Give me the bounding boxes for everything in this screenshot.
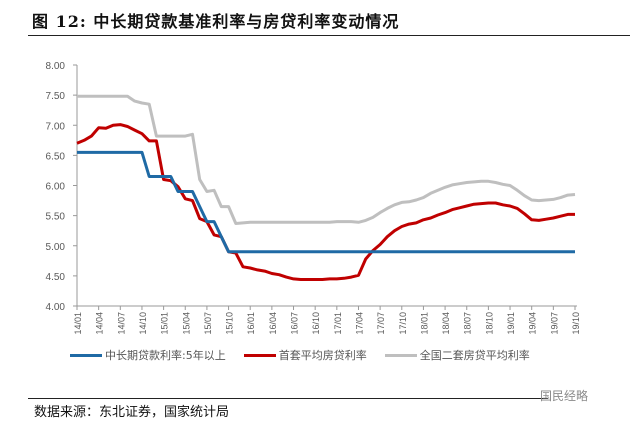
x-tick-label: 18/10	[484, 312, 494, 335]
legend-label: 中长期贷款利率:5年以上	[105, 349, 226, 362]
x-tick-label: 15/07	[203, 312, 213, 335]
x-tick-label: 19/10	[571, 312, 581, 335]
x-tick-label: 15/10	[225, 312, 235, 335]
x-tick-label: 14/10	[138, 312, 148, 335]
x-tick-label: 17/01	[333, 312, 343, 335]
legend-item: 中长期贷款利率:5年以上	[70, 347, 226, 363]
x-tick-label: 16/07	[290, 312, 300, 335]
x-tick-label: 19/07	[549, 312, 559, 335]
series-line-1	[77, 150, 575, 254]
x-tick-label: 14/07	[116, 312, 126, 335]
series-line-3	[77, 94, 576, 225]
x-tick-label: 15/01	[160, 312, 170, 335]
legend-item: 首套平均房贷利率	[243, 347, 367, 363]
source-rule	[28, 398, 548, 399]
legend-label: 首套平均房贷利率	[278, 349, 367, 362]
y-tick-label: 4.50	[46, 272, 66, 283]
watermark: 国民经略	[540, 389, 589, 403]
x-tick-label: 14/01	[73, 312, 83, 335]
x-tick-label: 15/04	[181, 312, 191, 335]
x-tick-label: 17/10	[398, 312, 408, 335]
x-tick-label: 19/01	[506, 312, 516, 335]
y-tick-label: 5.50	[46, 212, 66, 223]
y-tick-label: 4.00	[46, 302, 66, 313]
x-tick-label: 18/01	[419, 312, 429, 335]
x-tick-label: 17/04	[354, 312, 364, 335]
y-tick-label: 5.00	[46, 242, 66, 253]
figure-title: 图 12: 中长期贷款基准利率与房贷利率变动情况	[32, 12, 400, 31]
legend-item: 全国二套房贷平均利率	[384, 347, 530, 363]
legend-swatch	[384, 353, 417, 357]
series-line-2	[76, 123, 575, 281]
x-tick-label: 17/07	[376, 312, 386, 335]
x-tick-label: 16/10	[311, 312, 321, 335]
y-tick-label: 7.00	[46, 121, 66, 132]
x-tick-label: 19/04	[528, 312, 538, 335]
y-tick-label: 8.00	[46, 61, 66, 72]
legend: 中长期贷款利率:5年以上 首套平均房贷利率 全国二套房贷平均利率	[70, 347, 530, 363]
y-tick-label: 7.50	[46, 91, 66, 102]
y-tick-label: 6.00	[46, 182, 66, 193]
x-tick-label: 18/04	[441, 312, 451, 335]
legend-label: 全国二套房贷平均利率	[419, 349, 530, 362]
legend-swatch	[243, 353, 276, 357]
x-tick-label: 18/07	[463, 312, 473, 335]
x-tick-label: 14/04	[95, 312, 105, 335]
x-tick-label: 16/01	[246, 312, 256, 335]
y-tick-label: 6.50	[46, 151, 66, 162]
x-tick-label: 16/04	[268, 312, 278, 335]
title-rule	[28, 35, 630, 36]
line-chart: 4.00 4.50 5.00 5.50 6.00 6.50 7.00 7.50 8.00 14/0…	[46, 61, 581, 335]
source-note: 数据来源：东北证券，国家统计局	[34, 405, 230, 420]
legend-swatch	[70, 353, 102, 357]
